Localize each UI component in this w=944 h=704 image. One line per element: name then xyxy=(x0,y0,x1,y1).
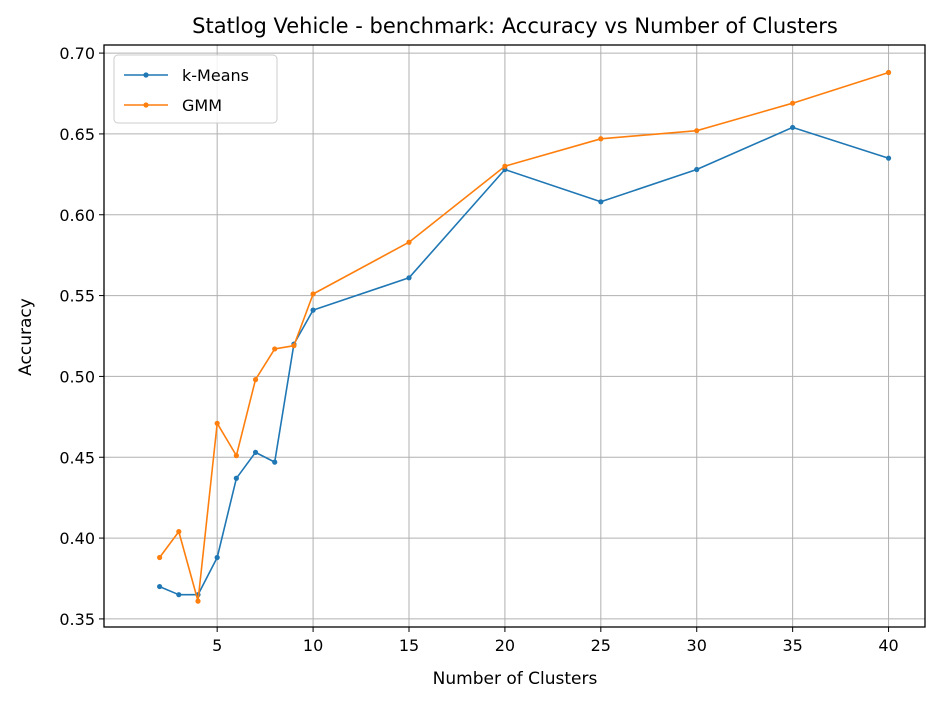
series-2 xyxy=(157,69,892,604)
data-point xyxy=(790,100,796,106)
data-point xyxy=(598,136,604,142)
legend-marker xyxy=(143,102,149,108)
data-point xyxy=(252,449,259,455)
y-tick-label: 0.60 xyxy=(59,206,95,225)
y-tick-label: 0.35 xyxy=(59,610,95,629)
data-point xyxy=(252,377,259,383)
data-point xyxy=(233,475,239,481)
data-point xyxy=(291,343,297,349)
data-point xyxy=(195,598,201,604)
data-point xyxy=(157,554,163,561)
y-tick-label: 0.70 xyxy=(59,44,95,63)
data-point xyxy=(233,453,239,459)
x-tick-label: 30 xyxy=(687,636,707,655)
grid xyxy=(104,45,925,627)
data-point xyxy=(406,239,412,245)
data-point xyxy=(406,275,412,281)
x-tick-label: 25 xyxy=(591,636,611,655)
data-point xyxy=(694,166,700,173)
chart-title: Statlog Vehicle - benchmark: Accuracy vs… xyxy=(192,14,838,38)
x-tick-label: 20 xyxy=(495,636,515,655)
series-layer xyxy=(157,69,892,604)
y-axis-label: Accuracy xyxy=(16,298,36,376)
legend-marker xyxy=(143,72,149,78)
y-tick-label: 0.40 xyxy=(59,529,95,548)
x-axis-label: Number of Clusters xyxy=(433,669,598,689)
x-tick-label: 15 xyxy=(399,636,419,655)
data-point xyxy=(885,155,892,161)
legend-item: GMM xyxy=(124,96,222,115)
legend-item: k-Means xyxy=(124,66,249,85)
data-point xyxy=(310,307,316,313)
legend-label: GMM xyxy=(182,96,222,115)
data-point xyxy=(214,554,220,561)
data-point xyxy=(310,291,316,297)
y-tick-label: 0.65 xyxy=(59,125,95,144)
x-tick-label: 10 xyxy=(303,636,323,655)
data-point xyxy=(694,128,700,134)
data-point xyxy=(790,124,796,131)
data-point xyxy=(502,163,508,169)
data-point xyxy=(214,420,220,426)
x-tick-label: 35 xyxy=(782,636,802,655)
plot-frame xyxy=(103,44,926,628)
data-point xyxy=(176,592,182,598)
data-point xyxy=(176,529,182,535)
legend: k-Means GMM xyxy=(113,54,278,124)
x-tick-label: 5 xyxy=(212,636,222,655)
y-tick-label: 0.45 xyxy=(59,448,95,467)
data-point xyxy=(885,69,892,76)
data-point xyxy=(272,459,278,465)
data-point xyxy=(157,583,163,590)
data-point xyxy=(598,199,604,205)
axis-ticks: 5 10 15 20 25 30 35 40 0.35 0.40 0.45 0.50 0.55 0.60 0… xyxy=(59,44,898,655)
legend-label: k-Means xyxy=(182,66,249,85)
y-tick-label: 0.55 xyxy=(59,287,95,306)
y-tick-label: 0.50 xyxy=(59,367,95,386)
data-point xyxy=(272,346,278,352)
legend-box xyxy=(113,54,278,124)
x-tick-label: 40 xyxy=(878,636,898,655)
